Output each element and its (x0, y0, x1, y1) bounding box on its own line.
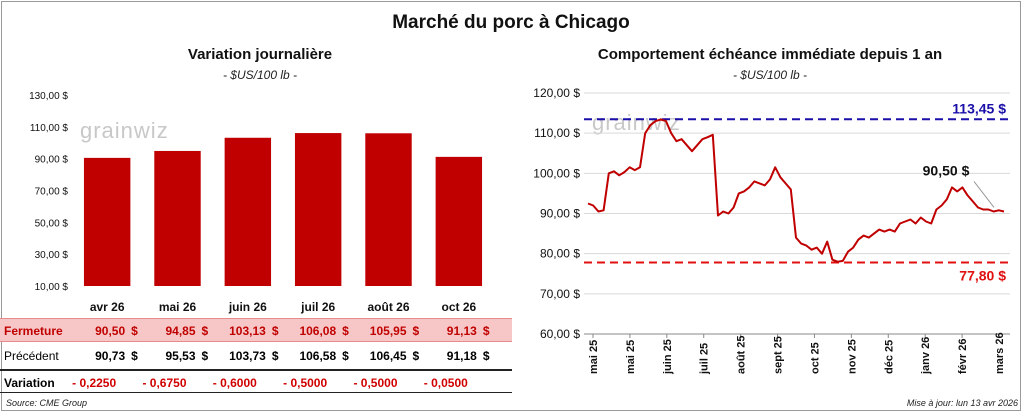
table-cell: 90,73 (95, 349, 126, 363)
currency-symbol: $ (412, 324, 420, 338)
watermark-right: grainwiz (592, 110, 681, 135)
table-row-variation: Variation - 0,2250 - 0,6750 - 0,6000 - 0,50… (0, 369, 512, 393)
series-line (587, 118, 1005, 263)
y-tick-label: 110,00 $ (534, 126, 580, 140)
source-note: Source: CME Group (6, 398, 88, 408)
currency-symbol: $ (131, 349, 138, 363)
y-tick-label: 30,00 $ (35, 250, 69, 261)
table-row-precedent: Précédent $90,73 $95,53 $103,73 $106,58 $106… (0, 344, 512, 368)
x-tick-label: avr 26 (90, 300, 125, 314)
left-chart-unit: - $US/100 lb - (222, 68, 298, 82)
x-tick-label: déc 25 (883, 340, 895, 374)
x-tick-label: juil 26 (300, 300, 335, 314)
table-cell: 106,45 (369, 349, 407, 363)
bar (294, 133, 342, 286)
currency-symbol: $ (131, 324, 138, 338)
currency-symbol: $ (482, 349, 490, 363)
row-label: Fermeture (4, 324, 63, 338)
x-tick-label: mai 25 (588, 340, 600, 374)
x-tick-label: juil 25 (699, 343, 711, 375)
table-cell: - 0,5000 (353, 376, 398, 390)
bar (435, 156, 483, 286)
x-tick-label: mai 25 (625, 340, 637, 374)
y-tick-label: 50,00 $ (35, 218, 69, 229)
table-cell: - 0,2250 (72, 376, 117, 390)
table-cell: - 0,6750 (142, 376, 187, 390)
y-tick-label: 120,00 $ (533, 86, 580, 100)
table-cell: 106,58 (299, 349, 337, 363)
y-tick-label: 70,00 $ (35, 187, 69, 198)
table-cell: 106,08 (299, 324, 337, 338)
currency-symbol: $ (201, 324, 209, 338)
y-tick-label: 90,00 $ (35, 155, 69, 166)
page-title: Marché du porc à Chicago (392, 12, 630, 33)
currency-symbol: $ (342, 324, 349, 338)
x-tick-label: oct 25 (809, 342, 821, 374)
x-tick-label: août 26 (367, 300, 409, 314)
right-chart-unit: - $US/100 lb - (732, 68, 808, 82)
row-label: Variation (4, 376, 55, 390)
table-cell: 103,73 (229, 349, 266, 363)
table-cell: 105,95 (369, 324, 407, 338)
table-cell: - 0,0500 (423, 376, 468, 390)
table-cell: 90,50 (95, 324, 126, 338)
right-chart-title: Comportement échéance immédiate depuis 1… (597, 46, 943, 63)
currency-symbol: $ (201, 349, 209, 363)
y-tick-label: 10,00 $ (35, 282, 69, 293)
high-label: 113,45 $ (952, 100, 1006, 116)
table-cell: - 0,5000 (283, 376, 328, 390)
currency-symbol: $ (482, 324, 490, 338)
row-label: Précédent (4, 349, 59, 363)
left-chart-title: Variation journalière (187, 46, 333, 63)
y-tick-label: 130,00 $ (29, 91, 68, 102)
x-tick-label: oct 26 (441, 300, 476, 314)
bar (154, 150, 201, 286)
x-tick-label: août 25 (736, 335, 748, 374)
table-cell: 91,13 (446, 324, 477, 338)
last-value-label: 90,50 $ (923, 162, 970, 178)
y-tick-label: 110,00 $ (30, 123, 69, 134)
currency-symbol: $ (271, 349, 279, 363)
low-label: 77,80 $ (959, 268, 1006, 284)
x-tick-label: janv 26 (920, 337, 932, 375)
y-tick-label: 100,00 $ (533, 166, 580, 180)
y-tick-label: 70,00 $ (540, 287, 580, 301)
x-tick-label: juin 26 (228, 300, 267, 314)
x-tick-label: mars 26 (994, 332, 1006, 374)
watermark-left: grainwiz (80, 118, 169, 143)
currency-symbol: $ (412, 349, 420, 363)
x-tick-label: mai 26 (159, 300, 197, 314)
table-cell: 103,13 (229, 324, 266, 338)
x-tick-label: nov 25 (846, 339, 858, 374)
bar (365, 133, 412, 286)
x-tick-label: févr 26 (957, 339, 969, 374)
x-tick-label: juin 25 (662, 339, 674, 375)
currency-symbol: $ (342, 349, 349, 363)
last-value-leader (973, 181, 995, 208)
y-tick-label: 80,00 $ (540, 247, 580, 261)
y-tick-label: 60,00 $ (540, 327, 580, 341)
table-cell: 94,85 (165, 324, 196, 338)
table-cell: - 0,6000 (212, 376, 257, 390)
y-tick-label: 90,00 $ (540, 207, 580, 221)
bar (224, 137, 272, 286)
table-row-fermeture: Fermeture $90,50 $94,85 $103,13 $106,08 $105… (0, 318, 512, 342)
bar (83, 157, 131, 286)
currency-symbol: $ (271, 324, 279, 338)
table-cell: 91,18 (446, 349, 477, 363)
x-tick-label: sept 25 (773, 336, 785, 374)
table-cell: 95,53 (165, 349, 196, 363)
update-note: Mise à jour: lun 13 avr 2026 (906, 398, 1018, 408)
